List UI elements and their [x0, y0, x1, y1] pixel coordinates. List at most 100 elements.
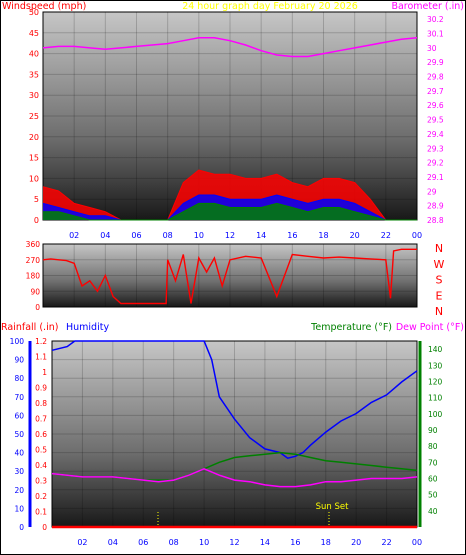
series-line-wind-average — [42, 194, 417, 221]
wind-x-tick-label: 14 — [256, 231, 266, 240]
humidity-tick-label: 50 — [14, 430, 24, 439]
compass-label: N — [435, 242, 443, 255]
direction-tick-label: 180 — [26, 272, 41, 281]
temp-x-tick-label: 02 — [77, 538, 87, 547]
temp-gridlines — [52, 340, 418, 528]
rainfall-tick-label: 1.1 — [35, 353, 47, 362]
windspeed-tick-label: 10 — [29, 174, 39, 183]
wind-x-axis-ticks: 02 04 06 08 10 12 14 16 18 20 22 00 — [69, 231, 422, 240]
direction-tick-label: 360 — [26, 240, 41, 249]
direction-tick-label: 270 — [26, 256, 41, 265]
humidity-tick-label: 10 — [14, 504, 24, 513]
barometer-tick-label: 30.1 — [427, 30, 444, 39]
temp-x-tick-label: 06 — [138, 538, 148, 547]
humidity-tick-label: 80 — [14, 374, 24, 383]
temperature-tick-label: 70 — [428, 458, 438, 467]
series-line-humidity — [51, 340, 418, 460]
humidity-tick-label: 90 — [14, 356, 24, 365]
windspeed-tick-label: 5 — [34, 195, 39, 204]
rainfall-tick-label: 0 — [42, 523, 47, 532]
windspeed-tick-label: 0 — [34, 216, 39, 225]
wind-x-tick-label: 18 — [318, 231, 328, 240]
barometer-tick-label: 30.2 — [427, 15, 444, 24]
rainfall-tick-label: 0.3 — [35, 477, 47, 486]
temp-x-tick-label: 18 — [321, 538, 331, 547]
temperature-tick-label: 80 — [428, 442, 438, 451]
series-line-dew-point-f — [51, 467, 418, 488]
wind-x-tick-label: 08 — [163, 231, 173, 240]
windspeed-tick-label: 50 — [29, 8, 39, 17]
temperature-axis-title: Temperature (°F) — [310, 322, 392, 333]
sunset-annotation: Sun Set — [316, 502, 349, 512]
compass-label: S — [436, 274, 443, 287]
barometer-tick-label: 29.8 — [427, 73, 444, 82]
rainfall-tick-label: 0.4 — [35, 461, 47, 470]
chart-title: 24 hour graph day February 20 2026 — [182, 1, 358, 12]
direction-tick-label: 90 — [30, 287, 40, 296]
barometer-tick-label: 28.9 — [427, 202, 444, 211]
temp-x-tick-label: 08 — [169, 538, 179, 547]
direction-series — [42, 248, 417, 305]
temp-x-tick-label: 22 — [381, 538, 391, 547]
rainfall-tick-label: 1.2 — [35, 337, 47, 346]
humidity-tick-label: 30 — [14, 467, 24, 476]
barometer-tick-label: 29.4 — [427, 130, 444, 139]
barometer-axis-title: Barometer (.in) — [391, 1, 464, 12]
wind-series — [42, 37, 418, 221]
windspeed-tick-label: 45 — [29, 29, 39, 38]
windspeed-axis-ticks: 0 5 10 15 20 25 30 35 40 45 50 — [29, 8, 39, 225]
temperature-tick-label: 40 — [428, 507, 438, 516]
temperature-tick-label: 100 — [428, 410, 443, 419]
temp-x-tick-label: 16 — [290, 538, 300, 547]
temperature-tick-label: 110 — [428, 394, 443, 403]
rainfall-tick-label: 0.2 — [35, 492, 47, 501]
temp-x-tick-label: 04 — [108, 538, 118, 547]
barometer-tick-label: 29 — [427, 187, 437, 196]
humidity-tick-label: 60 — [14, 411, 24, 420]
barometer-tick-label: 29.7 — [427, 87, 444, 96]
rainfall-tick-label: 0.8 — [35, 399, 47, 408]
series-line-wind-direction — [42, 248, 417, 305]
rainfall-tick-label: 0.6 — [35, 430, 47, 439]
humidity-tick-label: 0 — [19, 523, 24, 532]
windspeed-axis-title: Windspeed (mph) — [2, 1, 86, 12]
compass-label: W — [434, 258, 445, 271]
series-line-barometer-in — [42, 37, 418, 58]
temperature-axis-ticks: 40 50 60 70 80 90 100 110 120 130 140 — [428, 345, 443, 516]
dew-point-axis-title: Dew Point (°F) — [396, 322, 464, 333]
temp-x-tick-label: 00 — [412, 538, 422, 547]
barometer-axis-ticks: 28.8 28.9 29 29.1 29.2 29.3 29.4 29.5 29.6 29.7 29… — [427, 15, 444, 225]
humidity-tick-label: 100 — [10, 337, 25, 346]
compass-label: E — [436, 289, 443, 302]
humidity-axis-ticks: 0 10 20 30 40 50 60 70 80 90 100 — [10, 337, 25, 532]
temperature-tick-label: 130 — [428, 361, 443, 370]
wind-x-tick-label: 06 — [131, 231, 141, 240]
wind-x-tick-label: 20 — [350, 231, 360, 240]
temp-x-axis-ticks: 02 04 06 08 10 12 14 16 18 20 22 00 — [77, 538, 422, 547]
temperature-tick-label: 60 — [428, 474, 438, 483]
temperature-tick-label: 90 — [428, 426, 438, 435]
barometer-tick-label: 29.5 — [427, 116, 444, 125]
humidity-tick-label: 70 — [14, 393, 24, 402]
series-line-wind-gust — [42, 169, 417, 221]
rainfall-tick-label: 0.1 — [35, 508, 47, 517]
series-line-wind-speed — [43, 202, 417, 221]
temp-x-tick-label: 10 — [199, 538, 209, 547]
temperature-tick-label: 50 — [428, 491, 438, 500]
wind-x-tick-label: 00 — [412, 231, 422, 240]
rainfall-tick-label: 0.9 — [35, 384, 47, 393]
rainfall-tick-label: 1 — [42, 368, 47, 377]
temperature-tick-label: 140 — [428, 345, 443, 354]
barometer-tick-label: 29.6 — [427, 101, 444, 110]
direction-axis-ticks: 0 90 180 270 360 — [26, 240, 41, 312]
windspeed-tick-label: 40 — [29, 50, 39, 59]
rainfall-axis-title: Rainfall (.in) — [1, 322, 58, 333]
wind-x-tick-label: 12 — [225, 231, 235, 240]
rainfall-tick-label: 0.7 — [35, 415, 47, 424]
humidity-tick-label: 20 — [14, 486, 24, 495]
rainfall-axis-ticks: 0 0.1 0.2 0.3 0.4 0.5 0.6 0.7 0.8 0.9 1 1.1 1.2 — [35, 337, 47, 532]
compass-label: N — [435, 305, 443, 318]
